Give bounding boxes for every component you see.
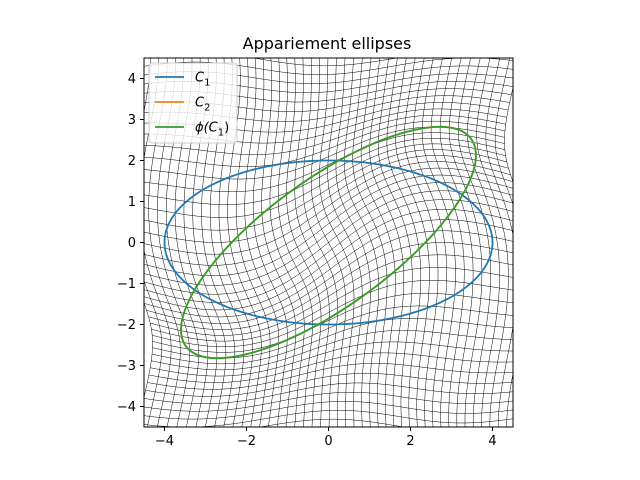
x-tick-label: −2 — [237, 434, 256, 449]
mesh-horizontal-line — [152, 292, 513, 353]
mesh-horizontal-line — [144, 190, 513, 295]
x-tick-label: 0 — [324, 434, 332, 449]
legend-label-2: C2 — [195, 96, 210, 114]
y-tick-label: 4 — [128, 72, 136, 87]
y-tick-label: −2 — [117, 318, 136, 333]
mesh-horizontal-line — [147, 363, 513, 390]
mesh-vertical-line — [504, 86, 513, 183]
mesh-vertical-line — [319, 58, 355, 427]
series-line-3 — [180, 125, 477, 360]
mesh-vertical-line — [377, 58, 413, 427]
y-tick-label: −3 — [117, 359, 136, 374]
mesh-horizontal-line — [144, 114, 506, 155]
mesh-horizontal-line — [144, 155, 509, 243]
mesh-horizontal-line — [144, 382, 513, 404]
mesh-horizontal-line — [144, 410, 513, 427]
mesh-horizontal-line — [144, 199, 513, 303]
mesh-horizontal-line — [144, 143, 506, 218]
mesh-vertical-line — [485, 58, 513, 427]
x-tick-label: −4 — [155, 434, 174, 449]
mesh-vertical-line — [302, 58, 338, 427]
mesh-vertical-line — [252, 58, 288, 427]
mesh-vertical-line — [244, 58, 280, 427]
y-axis-ticks: −4 −3 −2 −1 0 1 2 3 4 — [117, 72, 144, 415]
mesh-vertical-line — [448, 58, 483, 427]
mesh-horizontal-line — [150, 254, 513, 336]
x-tick-label: 2 — [406, 434, 414, 449]
series-line-1 — [163, 159, 494, 326]
mesh-vertical-line — [144, 302, 153, 399]
deformed-grid-mesh — [144, 58, 513, 427]
mesh-vertical-line — [369, 58, 405, 427]
y-tick-label: −1 — [117, 277, 136, 292]
mesh-horizontal-line — [144, 392, 513, 412]
mesh-horizontal-line — [144, 149, 507, 231]
plot-area: −4 −2 0 2 4 −4 −3 −2 −1 0 1 2 3 4 — [117, 57, 514, 449]
mesh-horizontal-line — [252, 58, 399, 67]
mesh-horizontal-line — [148, 352, 513, 383]
mesh-horizontal-line — [144, 174, 513, 276]
x-tick-label: 4 — [488, 434, 496, 449]
mesh-horizontal-line — [151, 318, 513, 365]
mesh-horizontal-line — [151, 267, 513, 342]
mesh-horizontal-line — [144, 132, 505, 193]
y-tick-label: 0 — [128, 236, 136, 251]
x-axis-ticks: −4 −2 0 2 4 — [155, 427, 497, 449]
mesh-horizontal-line — [146, 230, 513, 324]
mesh-horizontal-line — [151, 330, 513, 371]
mesh-vertical-line — [494, 58, 513, 427]
y-tick-label: 2 — [128, 154, 136, 169]
mesh-horizontal-line — [144, 167, 513, 266]
mesh-horizontal-line — [144, 219, 513, 318]
mesh-horizontal-line — [145, 373, 513, 397]
mesh-vertical-line — [458, 58, 491, 427]
y-tick-label: 3 — [128, 113, 136, 128]
legend-box — [148, 62, 238, 144]
mesh-horizontal-line — [144, 120, 506, 167]
mesh-vertical-line — [467, 58, 500, 427]
legend-label-1: C1 — [195, 71, 210, 89]
mesh-horizontal-line — [144, 182, 513, 286]
legend: C1 C2 ϕ(C1) — [148, 62, 238, 144]
y-tick-label: 1 — [128, 195, 136, 210]
y-tick-label: −4 — [117, 400, 136, 415]
mesh-vertical-line — [352, 58, 388, 427]
series-group — [163, 125, 494, 360]
mesh-horizontal-line — [144, 161, 511, 255]
chart-title: Appariement ellipses — [243, 34, 412, 53]
legend-label-3: ϕ(C1) — [195, 121, 229, 139]
mesh-horizontal-line — [148, 242, 513, 330]
mesh-horizontal-line — [144, 401, 513, 420]
mesh-vertical-line — [269, 58, 305, 427]
mesh-horizontal-line — [144, 209, 513, 311]
mesh-horizontal-line — [144, 58, 513, 75]
mesh-horizontal-line — [150, 341, 513, 377]
mesh-horizontal-line — [258, 418, 405, 427]
